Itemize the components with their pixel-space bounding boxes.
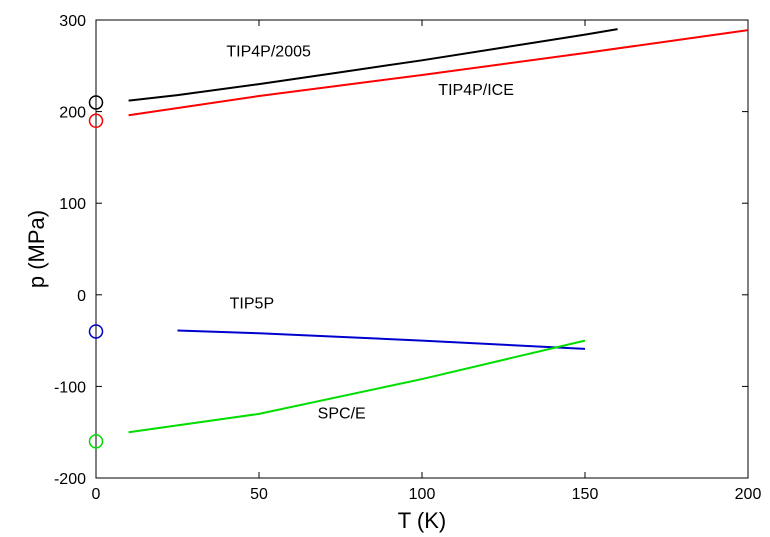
x-tick-label: 100 [409, 486, 436, 503]
series-lines [128, 28, 749, 434]
marker-spc-e [88, 434, 104, 449]
y-tick-label: 200 [59, 105, 86, 122]
annotations: TIP4P/2005 TIP4P/ICE TIP5P SPC/E [226, 44, 513, 423]
plot-frame [95, 19, 749, 479]
x-tick-label: 150 [572, 486, 599, 503]
series-line-tip4p-2005 [128, 28, 618, 102]
y-tick-label: 300 [59, 13, 86, 30]
x-tick-label: 0 [92, 486, 101, 503]
series-line-tip5p [177, 329, 586, 350]
x-axis-title: T (K) [398, 508, 446, 533]
marker-tip4p-ice [88, 113, 104, 129]
markers [88, 95, 104, 449]
y-tick-label: 0 [77, 288, 86, 305]
y-tick-label: -200 [54, 471, 86, 488]
x-tick-label: 50 [250, 486, 268, 503]
x-tick-label: 200 [735, 486, 762, 503]
marker-tip4p-2005 [88, 95, 104, 110]
y-axis-title: p (MPa) [24, 210, 49, 288]
series-line-spc-e [128, 339, 586, 434]
series-label-spc-e: SPC/E [318, 405, 366, 422]
y-tick-label: -100 [54, 379, 86, 396]
series-line-tip4p-ice [128, 29, 749, 117]
series-label-tip4p-ice: TIP4P/ICE [438, 82, 514, 99]
y-tick-label: 100 [59, 196, 86, 213]
series-label-tip5p: TIP5P [230, 296, 274, 313]
series-label-tip4p-2005: TIP4P/2005 [226, 44, 311, 61]
marker-tip5p [88, 324, 104, 339]
ticks: 0 50 100 150 200 -200 -100 0 100 200 300 [54, 13, 761, 503]
